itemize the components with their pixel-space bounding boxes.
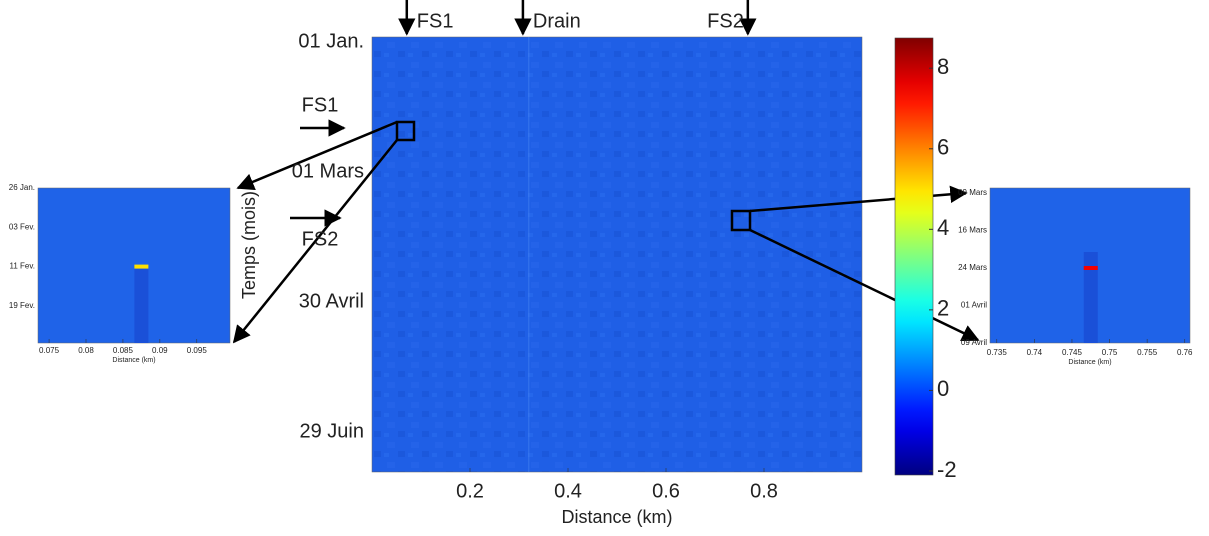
y-tick-label: 01 Mars	[292, 160, 364, 182]
x-tick-label: 0.095	[187, 346, 208, 355]
y-axis-label: Temps (mois)	[239, 191, 259, 299]
x-tick-label: 0.075	[39, 346, 60, 355]
x-tick-label: 0.745	[1062, 348, 1083, 357]
y-tick-label: 24 Mars	[958, 263, 987, 272]
y-tick-label: 01 Jan.	[298, 30, 364, 52]
zoom-box	[730, 209, 752, 232]
x-tick-label: 0.09	[152, 346, 168, 355]
annotation-label: Drain	[533, 10, 581, 32]
zoom-box	[395, 120, 416, 142]
anomaly-cell	[1083, 266, 1098, 270]
x-tick-label: 0.755	[1137, 348, 1158, 357]
zoom-line	[236, 120, 398, 191]
x-axis-label: Distance (km)	[561, 507, 672, 527]
annotation-label: FS2	[707, 10, 744, 32]
x-axis-label: Distance (km)	[112, 357, 155, 364]
colorbar	[894, 37, 934, 476]
y-tick-label: 09 Avril	[961, 338, 987, 347]
x-tick-label: 0.6	[652, 480, 680, 502]
colorbar-tick-label: 6	[937, 135, 949, 160]
x-tick-label: 0.76	[1177, 348, 1193, 357]
heatmap-field	[38, 188, 230, 343]
x-tick-label: 0.085	[113, 346, 134, 355]
y-tick-label: 16 Mars	[958, 226, 987, 235]
side-label: FS1	[302, 94, 339, 116]
anomaly-cell	[134, 264, 149, 269]
y-tick-label: 26 Jan.	[9, 183, 35, 192]
x-tick-label: 0.08	[78, 346, 94, 355]
anomaly-column	[134, 266, 149, 343]
x-tick-label: 0.75	[1102, 348, 1118, 357]
zoom-line	[749, 228, 980, 342]
x-tick-label: 0.2	[456, 480, 484, 502]
y-tick-label: 19 Fev.	[9, 301, 35, 310]
annotation-label: FS1	[417, 10, 454, 32]
y-tick-label: 29 Juin	[300, 420, 365, 442]
y-tick-label: 30 Avril	[299, 290, 364, 312]
colorbar-tick-label: -2	[937, 457, 957, 482]
y-tick-label: 09 Mars	[958, 188, 987, 197]
x-tick-label: 0.8	[750, 480, 778, 502]
zoom-line	[232, 139, 398, 344]
colorbar-tick-label: 4	[937, 215, 949, 240]
x-axis-label: Distance (km)	[1068, 359, 1111, 366]
anomaly-column	[1083, 252, 1098, 343]
x-tick-label: 0.74	[1027, 348, 1043, 357]
plot-frame	[371, 36, 863, 473]
heatmap-field	[372, 37, 862, 472]
y-tick-label: 01 Avril	[961, 301, 987, 310]
x-tick-label: 0.735	[987, 348, 1008, 357]
y-tick-label: 03 Fev.	[9, 222, 35, 231]
x-tick-label: 0.4	[554, 480, 582, 502]
y-tick-label: 11 Fev.	[10, 262, 36, 271]
colorbar-tick-label: 2	[937, 296, 949, 321]
side-label: FS2	[302, 228, 339, 250]
plot-frame	[37, 187, 231, 344]
colorbar-tick-label: 0	[937, 376, 949, 401]
colorbar-tick-label: 8	[937, 54, 949, 79]
